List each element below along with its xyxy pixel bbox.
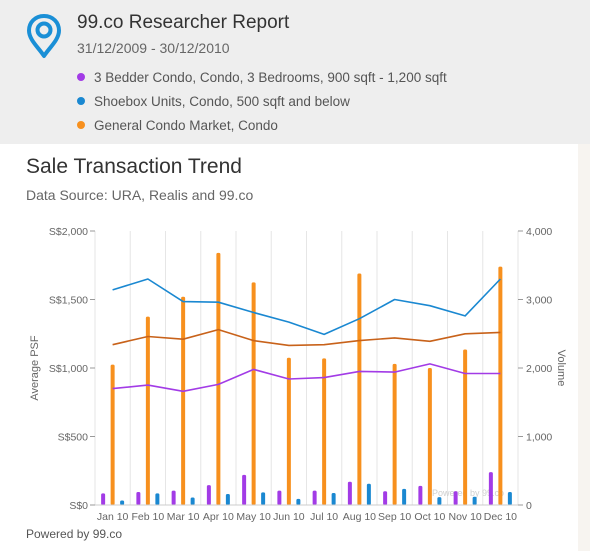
legend-label: General Condo Market, Condo xyxy=(94,118,278,133)
right-tick-label: 4,000 xyxy=(526,226,552,238)
right-tick-label: 1,000 xyxy=(526,432,552,444)
y-axis-right-title: Volume xyxy=(555,350,567,387)
volume-bar xyxy=(171,490,176,505)
footer-powered-by: Powered by 99.co xyxy=(26,527,123,541)
volume-bar xyxy=(488,472,493,505)
left-tick-label: S$0 xyxy=(69,500,88,512)
left-tick-label: S$2,000 xyxy=(49,226,88,238)
volume-bar xyxy=(437,497,442,505)
volume-bar xyxy=(251,282,256,505)
left-tick-label: S$1,500 xyxy=(49,295,88,307)
chart-subtitle: Data Source: URA, Realis and 99.co xyxy=(26,187,254,203)
legend-label: 3 Bedder Condo, Condo, 3 Bedrooms, 900 s… xyxy=(94,70,447,85)
volume-bar xyxy=(120,500,125,505)
volume-bar xyxy=(498,266,503,505)
chart-watermark: Powered by 99.co xyxy=(432,488,504,498)
legend-item: 3 Bedder Condo, Condo, 3 Bedrooms, 900 s… xyxy=(77,70,447,94)
x-tick-label: Dec 10 xyxy=(484,511,517,523)
volume-bar xyxy=(322,358,327,505)
x-tick-label: Jan 10 xyxy=(97,511,129,523)
x-tick-label: Apr 10 xyxy=(203,511,234,523)
volume-bar xyxy=(286,357,291,505)
volume-bar xyxy=(296,498,301,505)
volume-bar xyxy=(453,491,458,505)
x-tick-label: Mar 10 xyxy=(167,511,200,523)
x-tick-label: May 10 xyxy=(236,511,271,523)
x-tick-label: Nov 10 xyxy=(448,511,481,523)
y-axis-left-title: Average PSF xyxy=(29,335,41,401)
right-tick-label: 3,000 xyxy=(526,295,552,307)
volume-bar xyxy=(331,493,336,505)
volume-bar xyxy=(392,363,397,505)
volume-bar xyxy=(366,483,371,505)
legend: 3 Bedder Condo, Condo, 3 Bedrooms, 900 s… xyxy=(77,70,447,142)
chart-svg: Powered by 99.co S$0S$500S$1,000S$1,500S… xyxy=(29,226,567,523)
volume-bar xyxy=(145,316,150,505)
report-date-range: 31/12/2009 - 30/12/2010 xyxy=(77,40,230,56)
bars xyxy=(101,252,512,505)
pin-logo-icon xyxy=(27,14,61,58)
volume-bar xyxy=(181,296,186,505)
x-tick-label: Aug 10 xyxy=(343,511,376,523)
volume-bar xyxy=(206,485,211,505)
volume-bar xyxy=(383,491,388,505)
x-tick-label: Sep 10 xyxy=(378,511,411,523)
legend-item: General Condo Market, Condo xyxy=(77,118,447,142)
volume-bar xyxy=(277,490,282,505)
axes: S$0 S$500 S$1,000 S$1,500 S$2,000 0 1,000 2,000… xyxy=(29,226,567,523)
psf-line xyxy=(112,363,501,393)
volume-bar xyxy=(261,492,266,505)
left-tick-label: S$500 xyxy=(58,432,89,444)
psf-line xyxy=(112,328,501,347)
legend-dot-icon xyxy=(77,73,85,81)
report-header: 99.co Researcher Report 31/12/2009 - 30/… xyxy=(0,0,590,144)
volume-bar xyxy=(155,493,160,505)
x-tick-label: Jun 10 xyxy=(273,511,305,523)
x-tick-label: Feb 10 xyxy=(132,511,165,523)
right-tick-label: 0 xyxy=(526,500,532,512)
legend-item: Shoebox Units, Condo, 500 sqft and below xyxy=(77,94,447,118)
volume-bar xyxy=(216,252,221,505)
grid xyxy=(94,231,519,505)
volume-bar xyxy=(190,497,195,505)
volume-bar xyxy=(101,493,106,505)
volume-bar xyxy=(418,485,423,505)
volume-bar xyxy=(136,491,141,505)
volume-bar xyxy=(472,496,477,505)
volume-bar xyxy=(347,481,352,505)
legend-dot-icon xyxy=(77,121,85,129)
volume-bar xyxy=(463,349,468,505)
volume-bar xyxy=(312,490,317,505)
volume-bar xyxy=(427,368,432,505)
lines xyxy=(112,278,501,393)
volume-bar xyxy=(357,273,362,505)
volume-bar xyxy=(242,474,247,505)
report-title: 99.co Researcher Report xyxy=(77,12,290,33)
volume-bar xyxy=(507,491,512,505)
volume-bar xyxy=(225,494,230,505)
legend-dot-icon xyxy=(77,97,85,105)
legend-label: Shoebox Units, Condo, 500 sqft and below xyxy=(94,94,350,109)
psf-line xyxy=(112,278,501,336)
left-tick-label: S$1,000 xyxy=(49,363,88,375)
x-tick-label: Oct 10 xyxy=(414,511,445,523)
chart-title: Sale Transaction Trend xyxy=(26,155,242,178)
x-tick-label: Jul 10 xyxy=(310,511,338,523)
right-tick-label: 2,000 xyxy=(526,363,552,375)
chart-card: Sale Transaction Trend Data Source: URA,… xyxy=(0,144,578,551)
volume-bar xyxy=(402,488,407,505)
volume-bar xyxy=(110,364,115,505)
